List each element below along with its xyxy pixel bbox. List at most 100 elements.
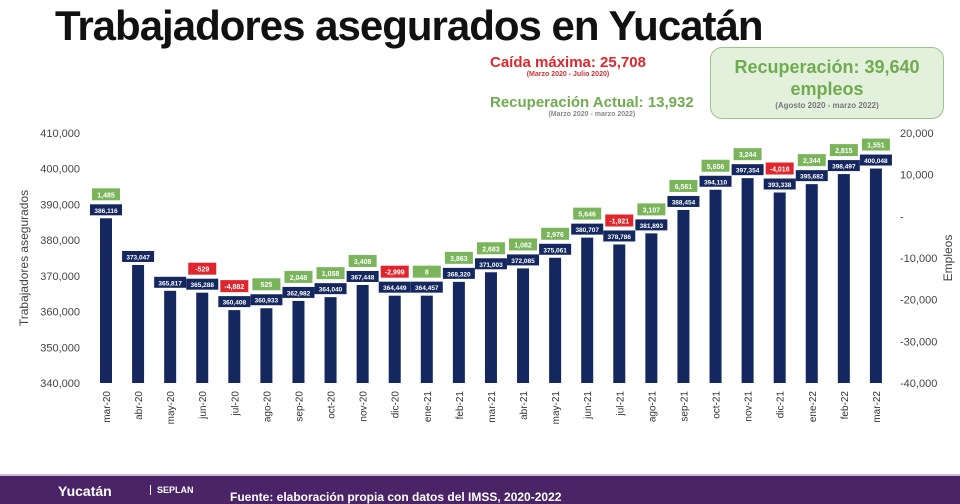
seplan-logo: SEPLAN bbox=[150, 485, 194, 495]
bar bbox=[356, 284, 369, 383]
x-tick-label: mar-21 bbox=[487, 391, 498, 423]
value-label: 372,085 bbox=[511, 258, 535, 265]
bar bbox=[613, 244, 626, 383]
current-recovery: Recuperación Actual: 13,932 (Marzo 2020 … bbox=[490, 94, 694, 118]
x-tick-label: mar-22 bbox=[872, 391, 883, 423]
current-recovery-label: Recuperación Actual: 13,932 bbox=[490, 94, 694, 111]
change-label: 5,656 bbox=[707, 164, 725, 171]
change-label: -1,921 bbox=[609, 218, 629, 225]
change-label: 2,976 bbox=[546, 232, 564, 239]
x-tick-label: jul-20 bbox=[230, 391, 241, 417]
bar bbox=[549, 257, 562, 383]
y2-tick-label: - bbox=[900, 211, 904, 223]
change-label: -2,999 bbox=[385, 270, 405, 277]
bar bbox=[709, 189, 722, 383]
y2-axis-label: Empleos bbox=[941, 235, 955, 282]
change-label: 3,244 bbox=[739, 152, 757, 159]
value-label: 375,061 bbox=[543, 247, 567, 254]
x-tick-label: oct-20 bbox=[327, 391, 338, 419]
y-tick-label: 390,000 bbox=[40, 199, 80, 211]
change-label-bg bbox=[188, 262, 217, 275]
change-label-bg bbox=[733, 148, 762, 161]
value-label: 380,707 bbox=[575, 227, 599, 234]
value-label: 365,288 bbox=[190, 282, 214, 289]
bar bbox=[517, 268, 530, 383]
value-label: 365,817 bbox=[158, 280, 182, 287]
bar bbox=[484, 272, 497, 383]
bar bbox=[773, 192, 786, 383]
x-tick-label: sep-21 bbox=[679, 391, 690, 422]
change-label: 3,408 bbox=[354, 259, 372, 266]
x-tick-label: jun-21 bbox=[583, 391, 594, 420]
value-label: 381,893 bbox=[640, 223, 664, 230]
y-tick-label: 370,000 bbox=[40, 271, 80, 283]
value-label: 371,003 bbox=[479, 262, 503, 269]
bar bbox=[292, 300, 305, 383]
bar bbox=[805, 184, 818, 383]
change-label: -4,882 bbox=[224, 284, 244, 291]
y-axis-label: Trabajadores asegurados bbox=[17, 190, 31, 326]
bar bbox=[581, 237, 594, 383]
x-tick-label: jul-21 bbox=[615, 391, 626, 417]
change-label-bg bbox=[92, 188, 120, 201]
change-label-bg bbox=[380, 265, 409, 278]
change-label-bg bbox=[637, 203, 666, 216]
footer: Yucatán SEPLAN Fuente: elaboración propi… bbox=[0, 474, 960, 504]
change-label: 2,683 bbox=[482, 246, 500, 253]
recovery-box: Recuperación: 39,640 empleos (Agosto 202… bbox=[710, 47, 944, 119]
value-label-bg bbox=[667, 195, 700, 207]
x-tick-label: feb-21 bbox=[455, 391, 466, 420]
change-label-bg bbox=[444, 251, 473, 264]
value-label-bg bbox=[571, 223, 604, 235]
bar bbox=[869, 168, 882, 383]
value-label-bg bbox=[539, 243, 572, 255]
x-tick-label: abr-20 bbox=[134, 391, 145, 420]
change-label: 525 bbox=[261, 282, 273, 289]
change-label: 6,561 bbox=[675, 184, 693, 191]
x-tick-label: nov-20 bbox=[359, 391, 370, 422]
bar-chart: 340,000 350,000 360,000 370,000 380,000 390,0… bbox=[17, 128, 955, 425]
bar bbox=[100, 218, 112, 383]
change-label-bg bbox=[476, 242, 505, 255]
y-tick-label: 350,000 bbox=[40, 342, 80, 354]
source-note: Fuente: elaboración propia con datos del… bbox=[230, 490, 562, 504]
change-label-bg bbox=[573, 207, 602, 220]
value-label-bg bbox=[346, 270, 379, 282]
value-label-bg bbox=[795, 170, 828, 182]
value-label-bg bbox=[474, 258, 507, 270]
value-label-bg bbox=[250, 294, 283, 306]
change-label-bg bbox=[252, 278, 281, 291]
recovery-box-line1: Recuperación: 39,640 bbox=[734, 57, 920, 77]
bar bbox=[645, 233, 658, 383]
value-label: 362,982 bbox=[287, 290, 311, 297]
value-label-bg bbox=[154, 276, 187, 288]
value-label-bg bbox=[410, 281, 443, 293]
value-label-bg bbox=[859, 154, 892, 166]
change-label-bg bbox=[220, 280, 249, 293]
value-label: 398,497 bbox=[832, 164, 856, 171]
value-label: 360,408 bbox=[223, 300, 247, 307]
change-label: 2,048 bbox=[290, 275, 308, 282]
change-label-bg bbox=[701, 159, 730, 172]
value-label: 400,048 bbox=[864, 158, 888, 165]
value-label-bg bbox=[763, 178, 796, 190]
change-label-bg bbox=[669, 179, 698, 192]
x-tick-label: mar-20 bbox=[102, 391, 113, 423]
x-tick-label: may-21 bbox=[551, 391, 562, 425]
value-label-bg bbox=[507, 254, 540, 266]
change-label: 1,551 bbox=[867, 143, 885, 150]
value-label: 373,047 bbox=[126, 254, 150, 261]
change-label-bg bbox=[861, 138, 890, 151]
y2-tick-label: 10,000 bbox=[900, 170, 934, 182]
page-title: Trabajadores asegurados en Yucatán bbox=[55, 2, 764, 49]
bar bbox=[164, 290, 177, 383]
value-label: 364,449 bbox=[383, 285, 407, 292]
value-label: 395,682 bbox=[800, 174, 824, 181]
x-tick-label: ago-21 bbox=[647, 391, 658, 423]
y2-tick-label: -10,000 bbox=[900, 253, 937, 265]
recovery-box-line2: empleos bbox=[790, 79, 864, 99]
value-label-bg bbox=[314, 283, 347, 295]
change-label: 1,058 bbox=[322, 271, 340, 278]
change-label-bg bbox=[541, 227, 570, 240]
change-label: 3,863 bbox=[450, 256, 468, 263]
